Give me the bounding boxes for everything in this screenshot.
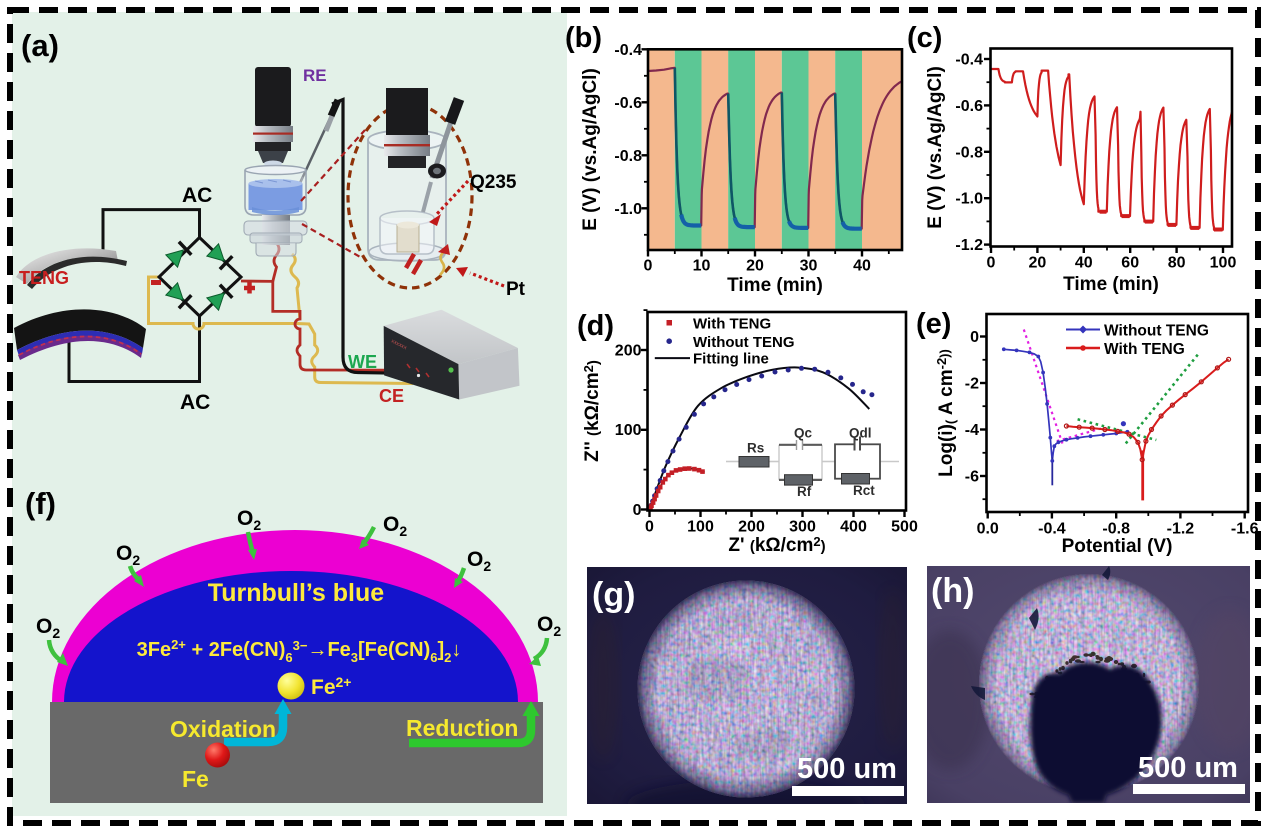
svg-text:200: 200: [615, 343, 642, 360]
svg-text:Reduction: Reduction: [406, 715, 518, 741]
svg-text:-0.6: -0.6: [614, 95, 642, 112]
svg-text:200: 200: [738, 519, 765, 536]
svg-text:Time (min): Time (min): [727, 275, 823, 296]
svg-text:Q235: Q235: [470, 172, 517, 193]
svg-text:-0.8: -0.8: [614, 148, 642, 165]
svg-text:400: 400: [840, 519, 867, 536]
svg-text:40: 40: [853, 258, 871, 275]
svg-text:AC: AC: [182, 184, 212, 207]
svg-text:-2: -2: [965, 376, 979, 393]
svg-text:Z'' (kΩ/cm2): Z'' (kΩ/cm2): [581, 360, 603, 462]
svg-text:E (V) (vs.Ag/AgCl): E (V) (vs.Ag/AgCl): [580, 68, 601, 231]
svg-text:E (V) (vs.Ag/AgCl): E (V) (vs.Ag/AgCl): [925, 66, 946, 229]
svg-text:Without TENG: Without TENG: [693, 334, 795, 351]
svg-text:40: 40: [1075, 255, 1093, 272]
svg-text:30: 30: [800, 258, 818, 275]
svg-text:-0.6: -0.6: [955, 98, 983, 115]
svg-text:(a): (a): [21, 28, 59, 63]
svg-text:0: 0: [644, 258, 653, 275]
svg-text:20: 20: [1029, 255, 1047, 272]
svg-text:Potential (V): Potential (V): [1062, 536, 1173, 557]
svg-text:Rf: Rf: [797, 484, 812, 499]
svg-text:Oxidation: Oxidation: [170, 716, 276, 742]
svg-text:-1.6: -1.6: [1231, 521, 1259, 538]
svg-text:-1.2: -1.2: [955, 237, 983, 254]
svg-text:100: 100: [615, 422, 642, 439]
svg-text:(e): (e): [916, 308, 951, 340]
svg-text:Qc: Qc: [794, 426, 813, 441]
svg-text:(b): (b): [565, 22, 602, 54]
svg-text:0.0: 0.0: [977, 521, 999, 538]
svg-text:-6: -6: [965, 469, 979, 486]
svg-text:Rs: Rs: [747, 441, 764, 456]
svg-text:Qdl: Qdl: [849, 426, 872, 441]
svg-text:Rct: Rct: [853, 483, 875, 498]
svg-text:Turnbull’s blue: Turnbull’s blue: [208, 579, 384, 607]
svg-text:AC: AC: [180, 391, 210, 414]
svg-text:Fitting line: Fitting line: [693, 350, 769, 367]
svg-text:Pt: Pt: [506, 279, 526, 300]
svg-text:Fe: Fe: [182, 766, 209, 792]
svg-text:(f): (f): [25, 486, 56, 521]
svg-text:(c): (c): [907, 22, 942, 54]
svg-text:O2: O2: [537, 613, 561, 639]
svg-text:WE: WE: [348, 352, 377, 372]
svg-text:Z' (kΩ/cm2): Z' (kΩ/cm2): [728, 534, 825, 556]
svg-text:With TENG: With TENG: [693, 316, 771, 333]
svg-text:0: 0: [970, 329, 979, 346]
svg-text:100: 100: [1210, 255, 1237, 272]
svg-text:-1.2: -1.2: [1167, 521, 1195, 538]
svg-text:-4: -4: [965, 422, 979, 439]
svg-text:Without TENG: Without TENG: [1104, 323, 1209, 340]
svg-text:-0.8: -0.8: [1102, 521, 1130, 538]
svg-text:80: 80: [1168, 255, 1186, 272]
svg-text:500: 500: [891, 519, 918, 536]
svg-text:0: 0: [987, 255, 996, 272]
svg-text:With TENG: With TENG: [1104, 341, 1185, 358]
svg-text:(g): (g): [592, 576, 635, 614]
svg-text:Time (min): Time (min): [1063, 274, 1159, 295]
svg-text:-1.0: -1.0: [614, 201, 642, 218]
svg-text:CE: CE: [379, 386, 404, 406]
svg-text:RE: RE: [303, 66, 327, 85]
svg-text:-0.8: -0.8: [955, 144, 983, 161]
svg-text:60: 60: [1121, 255, 1139, 272]
svg-text:100: 100: [687, 519, 714, 536]
svg-text:Log(i)( A cm-2)): Log(i)( A cm-2)): [934, 349, 958, 477]
svg-text:(h): (h): [931, 572, 974, 610]
svg-text:0: 0: [645, 519, 654, 536]
svg-text:-0.4: -0.4: [1038, 521, 1066, 538]
svg-text:500 um: 500 um: [797, 753, 897, 785]
svg-text:-0.4: -0.4: [955, 52, 983, 69]
svg-text:20: 20: [746, 258, 764, 275]
svg-text:(d): (d): [577, 310, 614, 342]
svg-text:500 um: 500 um: [1138, 752, 1238, 784]
svg-text:-0.4: -0.4: [614, 42, 642, 59]
svg-text:-1.0: -1.0: [955, 191, 983, 208]
svg-text:0: 0: [633, 502, 642, 519]
svg-text:300: 300: [789, 519, 816, 536]
svg-text:10: 10: [693, 258, 711, 275]
svg-text:TENG: TENG: [19, 268, 69, 288]
